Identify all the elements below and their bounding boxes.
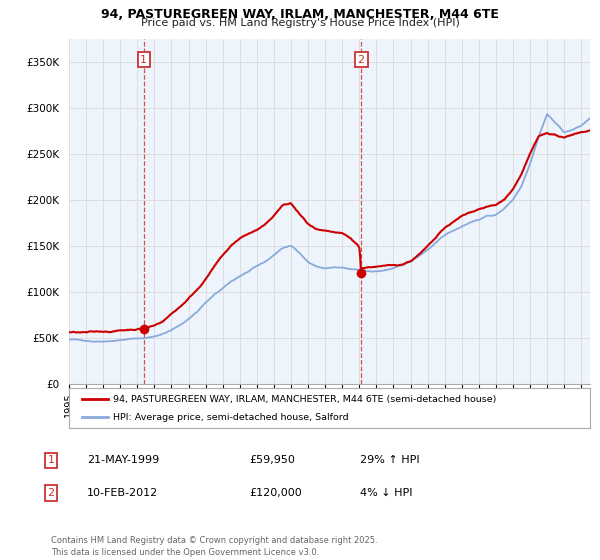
Text: 4% ↓ HPI: 4% ↓ HPI (360, 488, 413, 498)
Text: 21-MAY-1999: 21-MAY-1999 (87, 455, 159, 465)
Text: Contains HM Land Registry data © Crown copyright and database right 2025.
This d: Contains HM Land Registry data © Crown c… (51, 536, 377, 557)
Text: 10-FEB-2012: 10-FEB-2012 (87, 488, 158, 498)
Text: 1: 1 (47, 455, 55, 465)
Text: 2: 2 (47, 488, 55, 498)
Text: 1: 1 (140, 55, 147, 65)
Text: £59,950: £59,950 (249, 455, 295, 465)
Text: 94, PASTUREGREEN WAY, IRLAM, MANCHESTER, M44 6TE (semi-detached house): 94, PASTUREGREEN WAY, IRLAM, MANCHESTER,… (113, 395, 497, 404)
Text: £120,000: £120,000 (249, 488, 302, 498)
Text: Price paid vs. HM Land Registry's House Price Index (HPI): Price paid vs. HM Land Registry's House … (140, 18, 460, 29)
Text: 94, PASTUREGREEN WAY, IRLAM, MANCHESTER, M44 6TE: 94, PASTUREGREEN WAY, IRLAM, MANCHESTER,… (101, 8, 499, 21)
Text: 2: 2 (358, 55, 365, 65)
Text: HPI: Average price, semi-detached house, Salford: HPI: Average price, semi-detached house,… (113, 413, 349, 422)
Text: 29% ↑ HPI: 29% ↑ HPI (360, 455, 419, 465)
